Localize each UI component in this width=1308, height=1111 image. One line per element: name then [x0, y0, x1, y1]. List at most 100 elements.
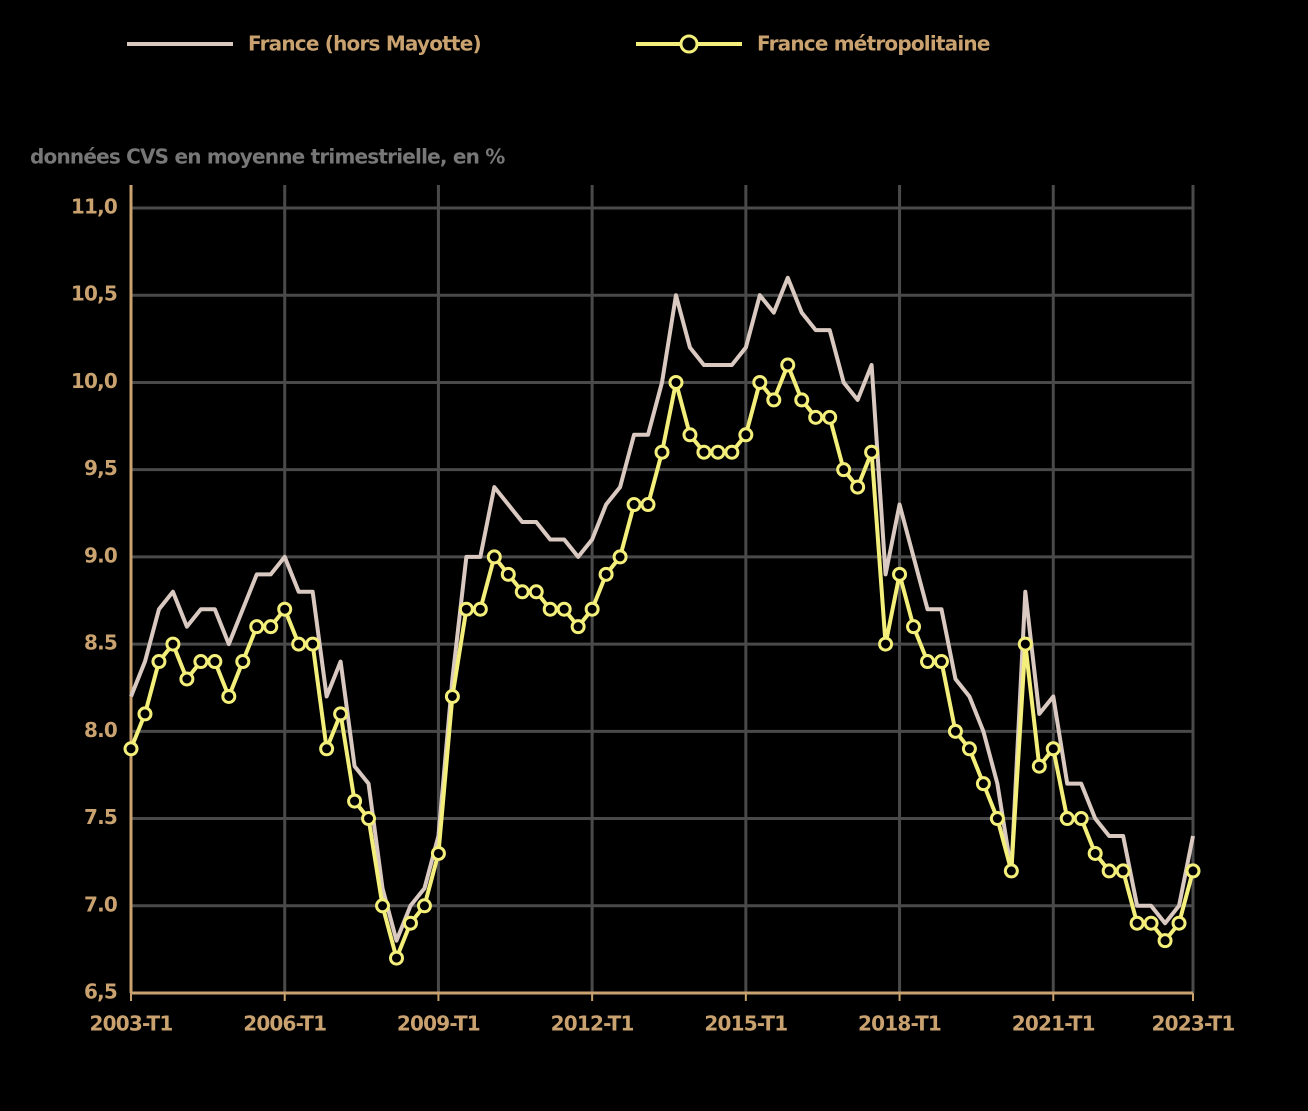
point [430, 845, 446, 861]
point [193, 654, 209, 670]
point [458, 601, 474, 617]
point [989, 811, 1005, 827]
point [1017, 636, 1033, 652]
point [123, 741, 139, 757]
y-tick-label: 8.5 [84, 631, 117, 655]
x-tick-label: 2009-T1 [397, 1012, 480, 1036]
y-tick-label: 9,5 [84, 456, 117, 480]
point [263, 619, 279, 635]
x-tick-label: 2015-T1 [704, 1012, 787, 1036]
point [416, 898, 432, 914]
point [1101, 863, 1117, 879]
y-tick-label: 7.5 [84, 805, 117, 829]
point [696, 444, 712, 460]
point [850, 479, 866, 495]
point [975, 776, 991, 792]
x-tick-label: 2012-T1 [551, 1012, 634, 1036]
point [1171, 915, 1187, 931]
point [584, 601, 600, 617]
y-tick-label: 10,5 [71, 282, 117, 306]
point [500, 566, 516, 582]
point [472, 601, 488, 617]
point [668, 374, 684, 390]
point [598, 566, 614, 582]
point [291, 636, 307, 652]
point [165, 636, 181, 652]
point [794, 392, 810, 408]
point [235, 654, 251, 670]
y-tick-label: 11,0 [71, 195, 117, 219]
point [808, 409, 824, 425]
point [375, 898, 391, 914]
point [933, 654, 949, 670]
point [892, 566, 908, 582]
point [179, 671, 195, 687]
point [305, 636, 321, 652]
point [277, 601, 293, 617]
x-tick-label: 2018-T1 [858, 1012, 941, 1036]
x-tick-label: 2006-T1 [243, 1012, 326, 1036]
y-tick-label: 7.0 [84, 892, 117, 916]
point [1143, 915, 1159, 931]
point [542, 601, 558, 617]
x-tick-label: 2003-T1 [90, 1012, 173, 1036]
point [1031, 758, 1047, 774]
point [444, 688, 460, 704]
y-tick-label: 6,5 [84, 980, 117, 1004]
point [1003, 863, 1019, 879]
point [333, 706, 349, 722]
point [1157, 933, 1173, 949]
legend-marker [679, 34, 699, 54]
point [249, 619, 265, 635]
point [822, 409, 838, 425]
point [207, 654, 223, 670]
point [780, 357, 796, 373]
point [570, 619, 586, 635]
chart-subtitle: données CVS en moyenne trimestrielle, en… [30, 145, 505, 169]
point [1185, 863, 1201, 879]
point [906, 619, 922, 635]
point [920, 654, 935, 670]
point [389, 950, 404, 966]
point [640, 497, 656, 513]
point [947, 723, 963, 739]
x-tick-label: 2023-T1 [1152, 1012, 1235, 1036]
point [221, 688, 237, 704]
point [961, 741, 977, 757]
legend-label: France (hors Mayotte) [248, 32, 481, 56]
point [612, 549, 628, 565]
point [361, 811, 377, 827]
point [528, 584, 544, 600]
point [836, 462, 852, 478]
point [654, 444, 670, 460]
point [878, 636, 894, 652]
point [1115, 863, 1131, 879]
point [319, 741, 335, 757]
point [1129, 915, 1145, 931]
point [402, 915, 418, 931]
point [556, 601, 572, 617]
point [682, 427, 698, 443]
point [710, 444, 726, 460]
point [864, 444, 880, 460]
point [766, 392, 782, 408]
point [738, 427, 754, 443]
point [347, 793, 363, 809]
point [151, 654, 167, 670]
y-tick-label: 10,0 [71, 369, 117, 393]
x-tick-label: 2021-T1 [1012, 1012, 1095, 1036]
y-tick-label: 8.0 [84, 718, 117, 742]
point [626, 497, 642, 513]
point [486, 549, 502, 565]
point [137, 706, 153, 722]
y-tick-label: 9.0 [84, 543, 117, 567]
point [1059, 811, 1075, 827]
point [724, 444, 740, 460]
point [514, 584, 530, 600]
legend-label: France métropolitaine [757, 32, 990, 56]
point [1073, 811, 1089, 827]
point [1045, 741, 1061, 757]
point [1087, 845, 1103, 861]
